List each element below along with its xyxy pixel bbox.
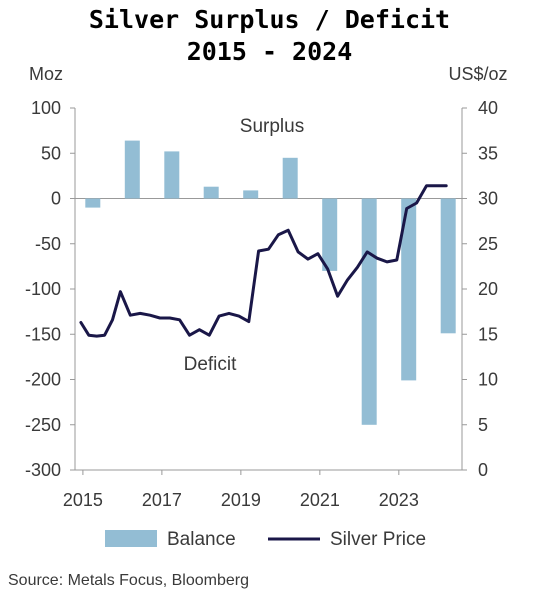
x-tick-label: 2017 [142, 490, 182, 510]
left-tick-label: -300 [25, 460, 61, 480]
balance-bar-2024 [440, 198, 456, 334]
chart-title: Silver Surplus / Deficit 2015 - 2024 [0, 4, 539, 68]
balance-bar-2023 [401, 198, 417, 381]
silver-price-line [79, 184, 448, 338]
left-tick-label: -100 [25, 279, 61, 299]
right-tick-label: 20 [478, 279, 498, 299]
balance-bar-2017 [164, 151, 180, 199]
right-tick-label: 5 [478, 415, 488, 435]
legend-swatch-balance [105, 530, 157, 547]
source-note: Source: Metals Focus, Bloomberg [8, 572, 249, 589]
right-axis-label: US$/oz [448, 64, 507, 84]
x-tick-label: 2019 [221, 490, 261, 510]
silver-price-line-group [79, 184, 448, 338]
right-tick-label: 40 [478, 98, 498, 118]
chart: 100500-50-100-150-200-250-30040353025201… [25, 64, 508, 550]
balance-bars [85, 140, 456, 425]
axis-labels: 100500-50-100-150-200-250-30040353025201… [25, 64, 508, 510]
left-axis-label: Moz [29, 64, 63, 84]
right-tick-label: 25 [478, 234, 498, 254]
balance-bar-2016 [124, 140, 140, 199]
left-tick-label: 50 [41, 143, 61, 163]
axes [70, 107, 467, 475]
right-tick-label: 0 [478, 460, 488, 480]
balance-bar-2020 [282, 157, 298, 199]
annotation-deficit: Deficit [184, 354, 238, 375]
x-tick-label: 2021 [300, 490, 340, 510]
right-tick-label: 15 [478, 324, 498, 344]
left-tick-label: -50 [35, 234, 61, 254]
balance-bar-2018 [203, 186, 219, 199]
legend: Balance Silver Price [105, 529, 426, 550]
balance-bar-2015 [85, 198, 101, 208]
balance-bar-2019 [243, 190, 259, 199]
left-tick-label: 0 [51, 189, 61, 209]
x-tick-label: 2023 [379, 490, 419, 510]
right-tick-label: 10 [478, 370, 498, 390]
right-tick-label: 35 [478, 143, 498, 163]
left-tick-label: -150 [25, 324, 61, 344]
balance-bar-2021 [322, 198, 338, 271]
left-tick-label: 100 [31, 98, 61, 118]
legend-label-silver-price: Silver Price [330, 529, 426, 550]
legend-label-balance: Balance [167, 529, 236, 550]
left-tick-label: -250 [25, 415, 61, 435]
x-tick-label: 2015 [63, 490, 103, 510]
chart-title-line-1: Silver Surplus / Deficit [88, 5, 451, 34]
right-tick-label: 30 [478, 189, 498, 209]
chart-title-line-2: 2015 - 2024 [186, 37, 353, 66]
balance-bar-2022 [361, 198, 377, 425]
annotation-surplus: Surplus [240, 116, 304, 137]
left-tick-label: -200 [25, 370, 61, 390]
